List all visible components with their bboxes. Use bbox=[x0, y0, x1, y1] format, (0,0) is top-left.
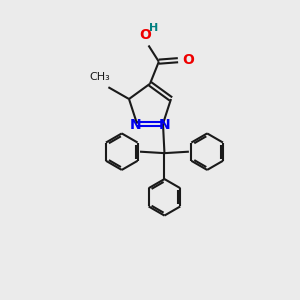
Text: N: N bbox=[130, 118, 141, 132]
Text: N: N bbox=[159, 118, 170, 132]
Text: H: H bbox=[149, 23, 158, 33]
Text: O: O bbox=[140, 28, 152, 42]
Text: O: O bbox=[182, 53, 194, 67]
Text: CH₃: CH₃ bbox=[90, 72, 110, 82]
